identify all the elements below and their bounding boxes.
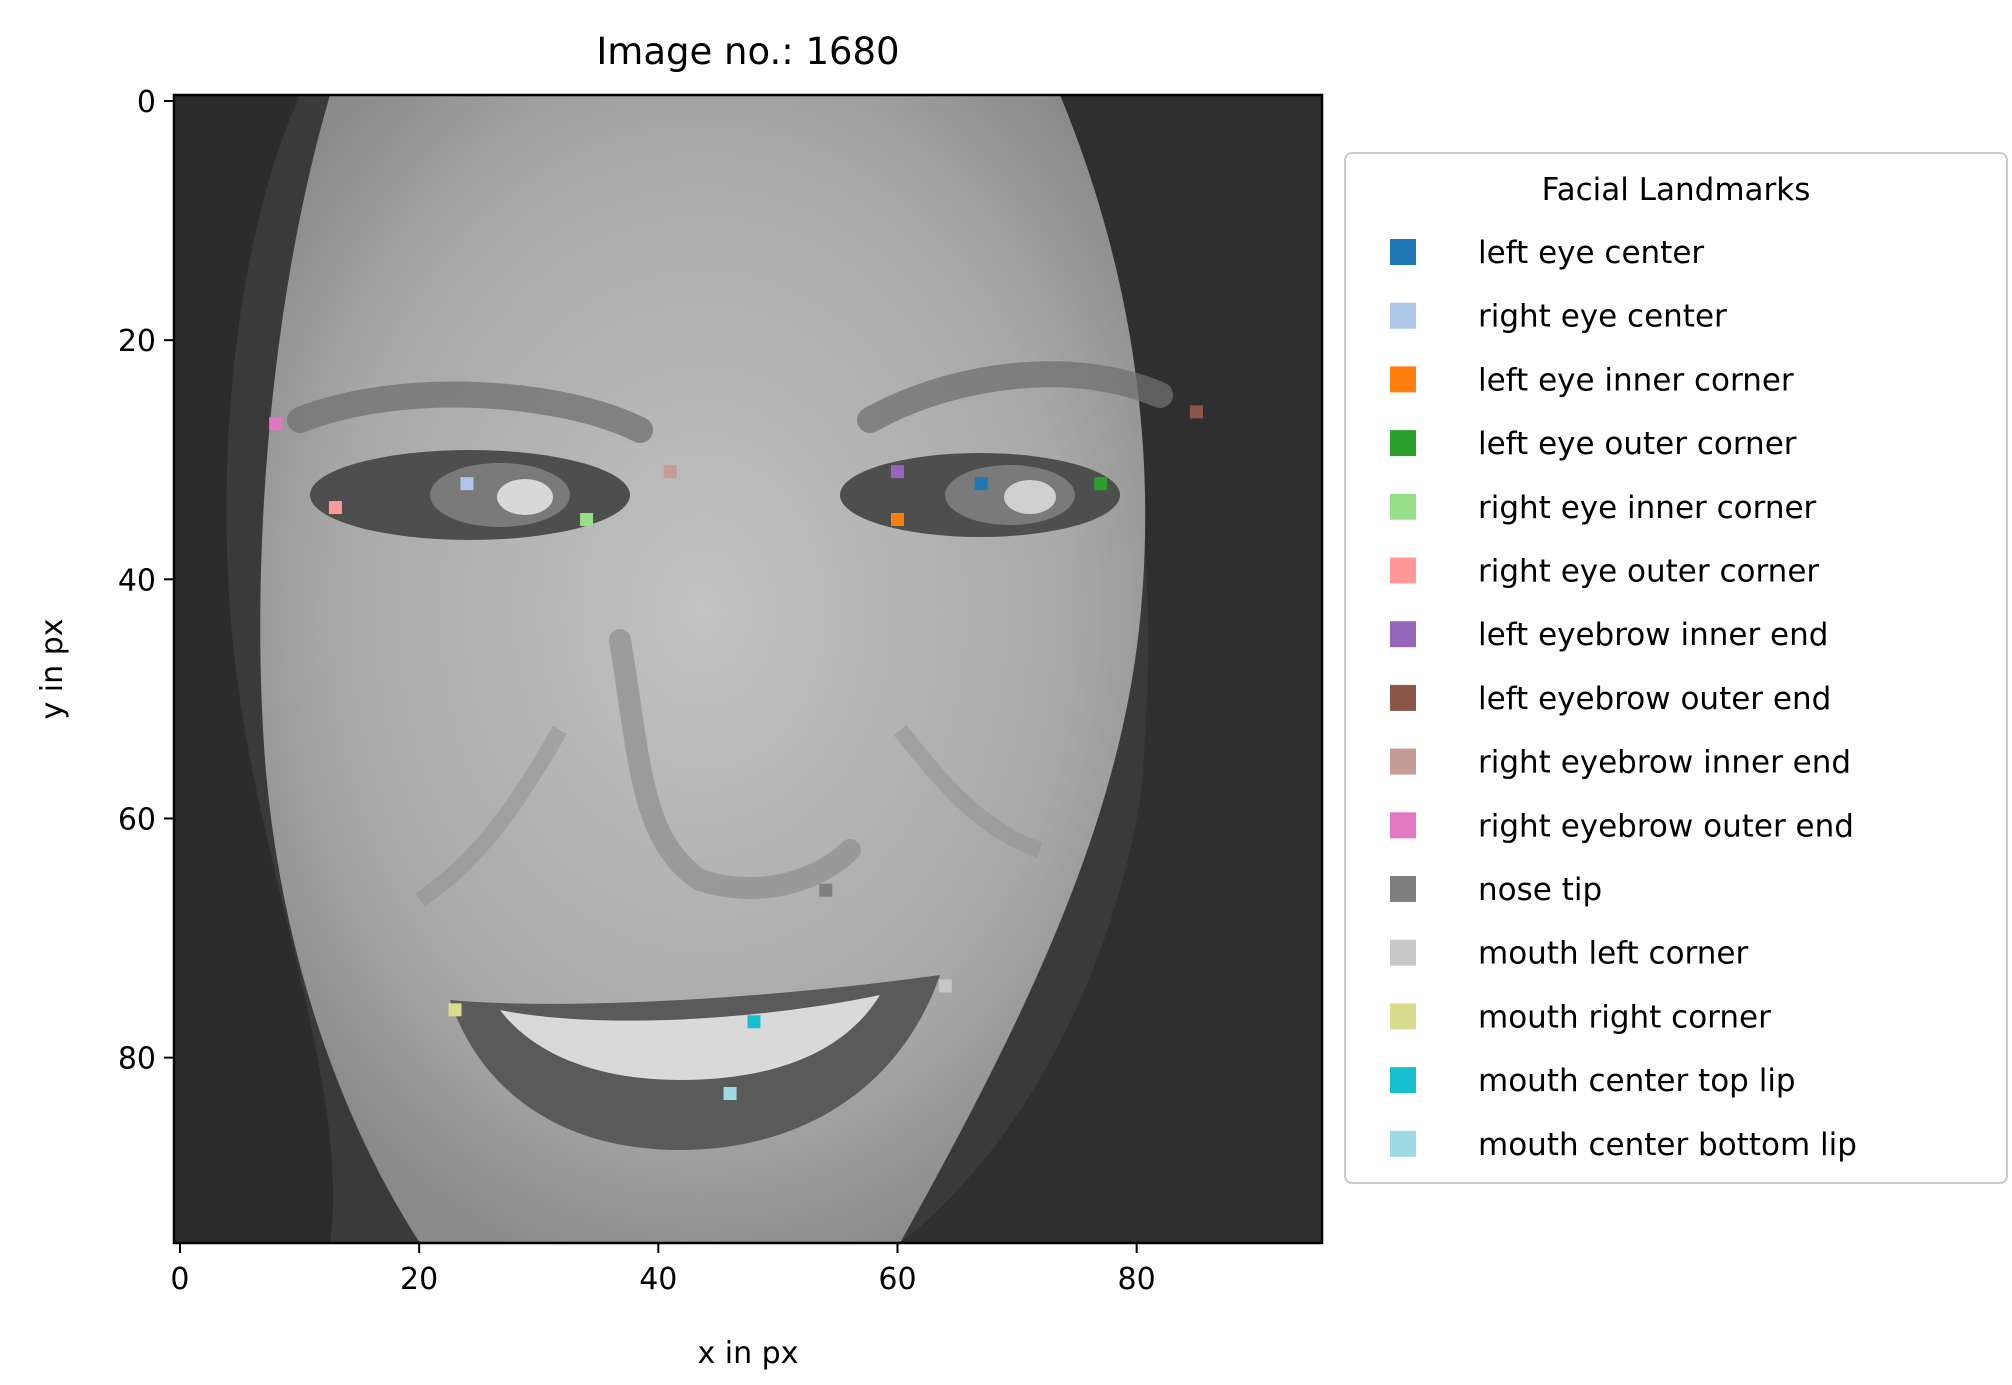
legend-item: mouth center top lip (1390, 1063, 1796, 1099)
landmark-point-left-eyebrow-inner-end (890, 465, 904, 479)
legend-label: left eye outer corner (1478, 426, 1797, 462)
legend-swatch (1390, 876, 1416, 902)
x-axis: 0 20 40 60 80 (170, 1243, 1156, 1297)
landmark-point-left-eyebrow-outer-end (1189, 405, 1203, 419)
legend-item: right eyebrow outer end (1390, 808, 1854, 844)
legend-label: left eyebrow inner end (1478, 617, 1828, 653)
legend-item: left eye inner corner (1390, 362, 1794, 398)
landmark-point-left-eye-outer-corner (1094, 477, 1108, 491)
legend-item: mouth left corner (1390, 936, 1748, 972)
legend-item: left eye center (1390, 235, 1704, 271)
legend-label: right eye center (1478, 299, 1727, 335)
legend-swatch (1390, 302, 1416, 329)
landmark-point-right-eyebrow-outer-end (269, 417, 283, 431)
legend-label: mouth left corner (1478, 936, 1748, 972)
legend-label: mouth center top lip (1478, 1063, 1796, 1099)
legend-title: Facial Landmarks (1542, 172, 1811, 208)
legend-label: left eyebrow outer end (1478, 681, 1831, 717)
landmark-point-left-eye-inner-corner (890, 513, 904, 527)
legend-item: right eyebrow inner end (1390, 745, 1851, 781)
legend-item: nose tip (1390, 872, 1602, 908)
x-tick-label: 40 (639, 1262, 677, 1297)
y-tick-label: 0 (137, 85, 156, 120)
legend-item: right eye center (1390, 299, 1727, 335)
y-tick-label: 20 (118, 324, 156, 359)
x-tick-label: 60 (878, 1262, 916, 1297)
legend-swatch (1390, 684, 1416, 711)
legend-item: right eye inner corner (1390, 490, 1817, 526)
face-image (174, 95, 1322, 1243)
legend-label: mouth center bottom lip (1478, 1127, 1857, 1163)
legend-item: left eyebrow inner end (1390, 617, 1828, 653)
landmark-point-mouth-center-bottom-lip (723, 1087, 737, 1101)
x-tick-label: 20 (400, 1262, 438, 1297)
x-tick-label: 0 (170, 1262, 189, 1297)
legend-swatch (1390, 812, 1416, 839)
landmark-points (269, 405, 1203, 1101)
legend-item: left eyebrow outer end (1390, 681, 1831, 717)
legend-label: right eyebrow inner end (1478, 745, 1851, 781)
x-axis-label: x in px (698, 1336, 799, 1371)
landmark-point-right-eye-center (460, 477, 474, 491)
legend-items: left eye center right eye center left eye … (1390, 235, 1857, 1163)
landmark-point-left-eye-center (974, 477, 988, 491)
legend-label: left eye center (1478, 235, 1704, 271)
y-tick-label: 60 (118, 802, 156, 837)
landmark-point-right-eye-outer-corner (328, 501, 342, 515)
legend-swatch (1390, 430, 1416, 457)
chart-title: Image no.: 1680 (596, 30, 899, 73)
legend-label: left eye inner corner (1478, 362, 1794, 398)
legend-item: mouth right corner (1390, 999, 1771, 1035)
legend-swatch (1390, 1130, 1416, 1157)
legend-item: mouth center bottom lip (1390, 1127, 1857, 1163)
legend-swatch (1390, 1003, 1416, 1030)
landmark-point-mouth-right-corner (448, 1003, 462, 1017)
landmark-point-right-eye-inner-corner (580, 513, 594, 527)
legend-swatch (1390, 366, 1416, 393)
y-tick-label: 80 (118, 1042, 156, 1077)
legend-item: right eye outer corner (1390, 554, 1819, 590)
legend-box (1344, 152, 2008, 1184)
y-axis-label: y in px (35, 619, 70, 720)
landmark-point-mouth-center-top-lip (747, 1015, 761, 1029)
legend-label: right eye inner corner (1478, 490, 1817, 526)
legend-swatch (1390, 493, 1416, 520)
y-tick-label: 40 (118, 563, 156, 598)
legend-swatch (1390, 621, 1416, 648)
plot-frame (172, 93, 1324, 1245)
y-axis: 0 20 40 60 80 (118, 85, 174, 1077)
legend-label: right eye outer corner (1478, 554, 1819, 590)
landmark-point-right-eyebrow-inner-end (663, 465, 677, 479)
x-tick-label: 80 (1118, 1262, 1156, 1297)
legend-swatch (1390, 1067, 1416, 1094)
legend-swatch (1390, 748, 1416, 775)
legend: Facial Landmarks left eye center right ey… (1344, 152, 2008, 1184)
landmark-point-nose-tip (819, 883, 833, 897)
legend-item: left eye outer corner (1390, 426, 1797, 462)
legend-swatch (1390, 239, 1416, 265)
landmark-point-mouth-left-corner (938, 979, 952, 993)
legend-swatch (1390, 557, 1416, 584)
legend-swatch (1390, 939, 1416, 966)
legend-label: mouth right corner (1478, 999, 1771, 1035)
legend-label: nose tip (1478, 872, 1602, 908)
legend-label: right eyebrow outer end (1478, 808, 1854, 844)
